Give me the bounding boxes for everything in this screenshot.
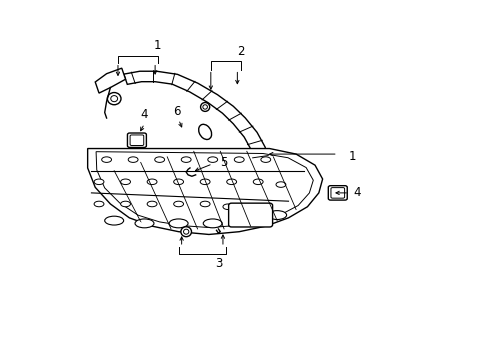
Ellipse shape — [107, 93, 121, 105]
Ellipse shape — [147, 179, 157, 185]
Ellipse shape — [275, 182, 285, 187]
FancyBboxPatch shape — [130, 135, 143, 145]
FancyBboxPatch shape — [228, 203, 272, 227]
Ellipse shape — [237, 216, 256, 225]
Ellipse shape — [121, 179, 130, 185]
Ellipse shape — [135, 219, 154, 228]
Ellipse shape — [198, 124, 211, 139]
Ellipse shape — [173, 201, 183, 207]
Text: 4: 4 — [352, 186, 360, 199]
Text: 5: 5 — [220, 156, 227, 169]
Polygon shape — [87, 149, 322, 234]
Ellipse shape — [226, 179, 236, 185]
Text: 4: 4 — [141, 108, 148, 121]
Ellipse shape — [128, 157, 138, 162]
Ellipse shape — [111, 96, 117, 102]
Ellipse shape — [181, 157, 191, 162]
FancyBboxPatch shape — [330, 188, 344, 198]
Text: 2: 2 — [237, 45, 244, 58]
Ellipse shape — [267, 211, 286, 220]
Polygon shape — [95, 68, 125, 93]
Ellipse shape — [147, 201, 157, 207]
Ellipse shape — [223, 204, 232, 210]
Text: 3: 3 — [214, 257, 222, 270]
FancyBboxPatch shape — [327, 186, 346, 200]
Ellipse shape — [121, 201, 130, 207]
Ellipse shape — [183, 229, 188, 234]
Ellipse shape — [200, 179, 210, 185]
Ellipse shape — [253, 179, 263, 185]
Ellipse shape — [203, 219, 222, 228]
FancyBboxPatch shape — [127, 133, 146, 148]
Ellipse shape — [245, 207, 255, 212]
Ellipse shape — [169, 219, 188, 228]
Ellipse shape — [173, 179, 183, 185]
Ellipse shape — [181, 227, 191, 237]
Ellipse shape — [94, 179, 104, 185]
Ellipse shape — [94, 201, 104, 207]
Text: 6: 6 — [173, 105, 180, 118]
Ellipse shape — [154, 157, 164, 162]
Ellipse shape — [200, 201, 210, 207]
Ellipse shape — [260, 157, 270, 162]
Ellipse shape — [234, 157, 244, 162]
Text: 1: 1 — [154, 39, 161, 51]
Ellipse shape — [200, 103, 209, 111]
Ellipse shape — [207, 157, 217, 162]
Ellipse shape — [104, 216, 123, 225]
Polygon shape — [123, 71, 268, 163]
Ellipse shape — [203, 105, 207, 109]
Ellipse shape — [102, 157, 111, 162]
Text: 1: 1 — [348, 150, 356, 163]
